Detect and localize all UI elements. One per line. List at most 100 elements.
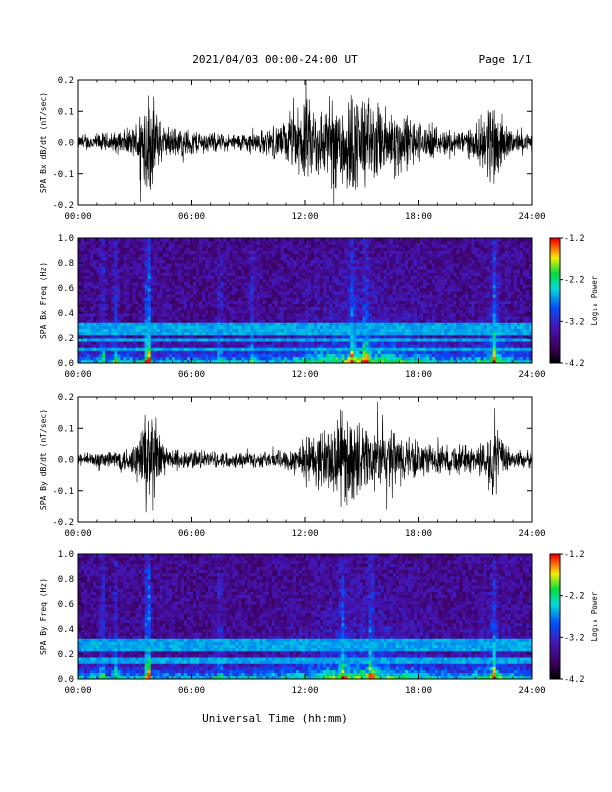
spectrogram-cell xyxy=(441,256,445,261)
spectrogram-cell xyxy=(362,341,366,345)
spectrogram-cell xyxy=(416,291,421,295)
spectrogram-cell xyxy=(404,309,409,314)
spectrogram-cell xyxy=(156,263,161,267)
spectrogram-cell xyxy=(308,266,312,270)
spectrogram-cell xyxy=(156,353,161,358)
spectrogram-cell xyxy=(314,303,318,308)
spectrogram-cell xyxy=(359,253,363,258)
spectrogram-cell xyxy=(78,297,82,301)
spectrogram-cell xyxy=(241,322,245,326)
spectrogram-cell xyxy=(308,256,312,261)
spectrogram-cell xyxy=(311,331,315,336)
spectrogram-cell xyxy=(368,263,372,267)
spectrogram-cell xyxy=(332,322,336,326)
spectrogram-cell xyxy=(362,338,366,342)
spectrogram-cell xyxy=(214,291,218,295)
spectrogram-cell xyxy=(413,297,418,301)
spectrogram-cell xyxy=(177,297,182,301)
spectrogram-cell xyxy=(265,269,270,273)
spectrogram-cell xyxy=(444,272,448,276)
spectrogram-cell xyxy=(332,269,336,273)
spectrogram-cell xyxy=(81,238,85,242)
spectrogram-cell xyxy=(84,359,88,364)
spectrogram-cell xyxy=(359,313,363,317)
spectrogram-cell xyxy=(317,319,321,323)
spectrogram-cell xyxy=(262,281,267,286)
spectrogram-cell xyxy=(156,288,161,292)
spectrogram-cell xyxy=(214,353,218,358)
spectrogram-cell xyxy=(274,291,279,295)
spectrogram-cell xyxy=(395,278,400,283)
spectrogram-cell xyxy=(132,294,136,298)
spectrogram-cell xyxy=(256,303,260,308)
spectrogram-cell xyxy=(389,300,394,305)
spectrogram-cell xyxy=(168,244,173,248)
spectrogram-cell xyxy=(368,244,372,248)
spectrogram-cell xyxy=(259,241,264,245)
spectrogram-cell xyxy=(423,275,427,280)
spectrogram-cell xyxy=(326,350,330,355)
spectrogram-cell xyxy=(114,272,118,276)
spectrogram-cell xyxy=(423,309,427,314)
spectrogram-cell xyxy=(180,284,185,289)
spectrogram-cell xyxy=(253,244,257,248)
spectrogram-cell xyxy=(84,344,88,348)
spectrogram-cell xyxy=(135,247,139,251)
spectrogram-cell xyxy=(371,294,376,298)
spectrogram-cell xyxy=(217,344,221,348)
spectrogram-cell xyxy=(416,331,421,336)
spectrogram-cell xyxy=(165,256,170,261)
spectrogram-cell xyxy=(114,266,118,270)
spectrogram-cell xyxy=(256,300,260,305)
spectrogram-cell xyxy=(165,334,170,339)
spectrogram-cell xyxy=(311,309,315,314)
spectrogram-cell xyxy=(141,241,145,245)
spectrogram-cell xyxy=(93,291,97,295)
spectrogram-cell xyxy=(395,263,400,267)
spectrogram-cell xyxy=(432,350,436,355)
spectrogram-cell xyxy=(93,256,97,261)
spectrogram-cell xyxy=(426,244,430,248)
spectrogram-cell xyxy=(401,325,406,330)
spectrogram-cell xyxy=(183,344,188,348)
spectrogram-cell xyxy=(389,347,394,351)
spectrogram-cell xyxy=(174,272,179,276)
spectrogram-cell xyxy=(241,309,245,314)
spectrogram-cell xyxy=(244,244,248,248)
spectrogram-cell xyxy=(271,238,276,242)
spectrogram-cell xyxy=(374,244,379,248)
spectrogram-cell xyxy=(332,294,336,298)
spectrogram-cell xyxy=(165,331,170,336)
spectrogram-cell xyxy=(301,263,306,267)
spectrogram-cell xyxy=(423,238,427,242)
spectrogram-cell xyxy=(380,313,385,317)
spectrogram-cell xyxy=(332,303,336,308)
spectrogram-cell xyxy=(99,303,103,308)
spectrogram-cell xyxy=(189,300,194,305)
spectrogram-cell xyxy=(298,288,303,292)
spectrogram-cell xyxy=(96,341,100,345)
spectrogram-cell xyxy=(102,297,106,301)
spectrogram-cell xyxy=(256,275,260,280)
spectrogram-cell xyxy=(193,338,197,342)
spectrogram-cell xyxy=(447,353,451,358)
spectrogram-cell xyxy=(214,316,218,320)
spectrogram-cell xyxy=(217,291,221,295)
spectrogram-cell xyxy=(305,338,309,342)
spectrogram-cell xyxy=(377,306,382,311)
spectrogram-cell xyxy=(401,238,406,242)
spectrogram-cell xyxy=(398,325,403,330)
spectrogram-cell xyxy=(441,275,445,280)
spectrogram-cell xyxy=(132,259,136,264)
spectrogram-cell xyxy=(280,288,285,292)
spectrogram-cell xyxy=(311,275,315,280)
spectrogram-cell xyxy=(108,319,112,323)
spectrogram-cell xyxy=(283,269,288,273)
spectrogram-cell xyxy=(407,241,412,245)
spectrogram-cell xyxy=(435,350,439,355)
spectrogram-cell xyxy=(404,259,409,264)
spectrogram-cell xyxy=(256,347,260,351)
spectrogram-cell xyxy=(174,284,179,289)
spectrogram-cell xyxy=(359,288,363,292)
spectrogram-cell xyxy=(205,281,209,286)
